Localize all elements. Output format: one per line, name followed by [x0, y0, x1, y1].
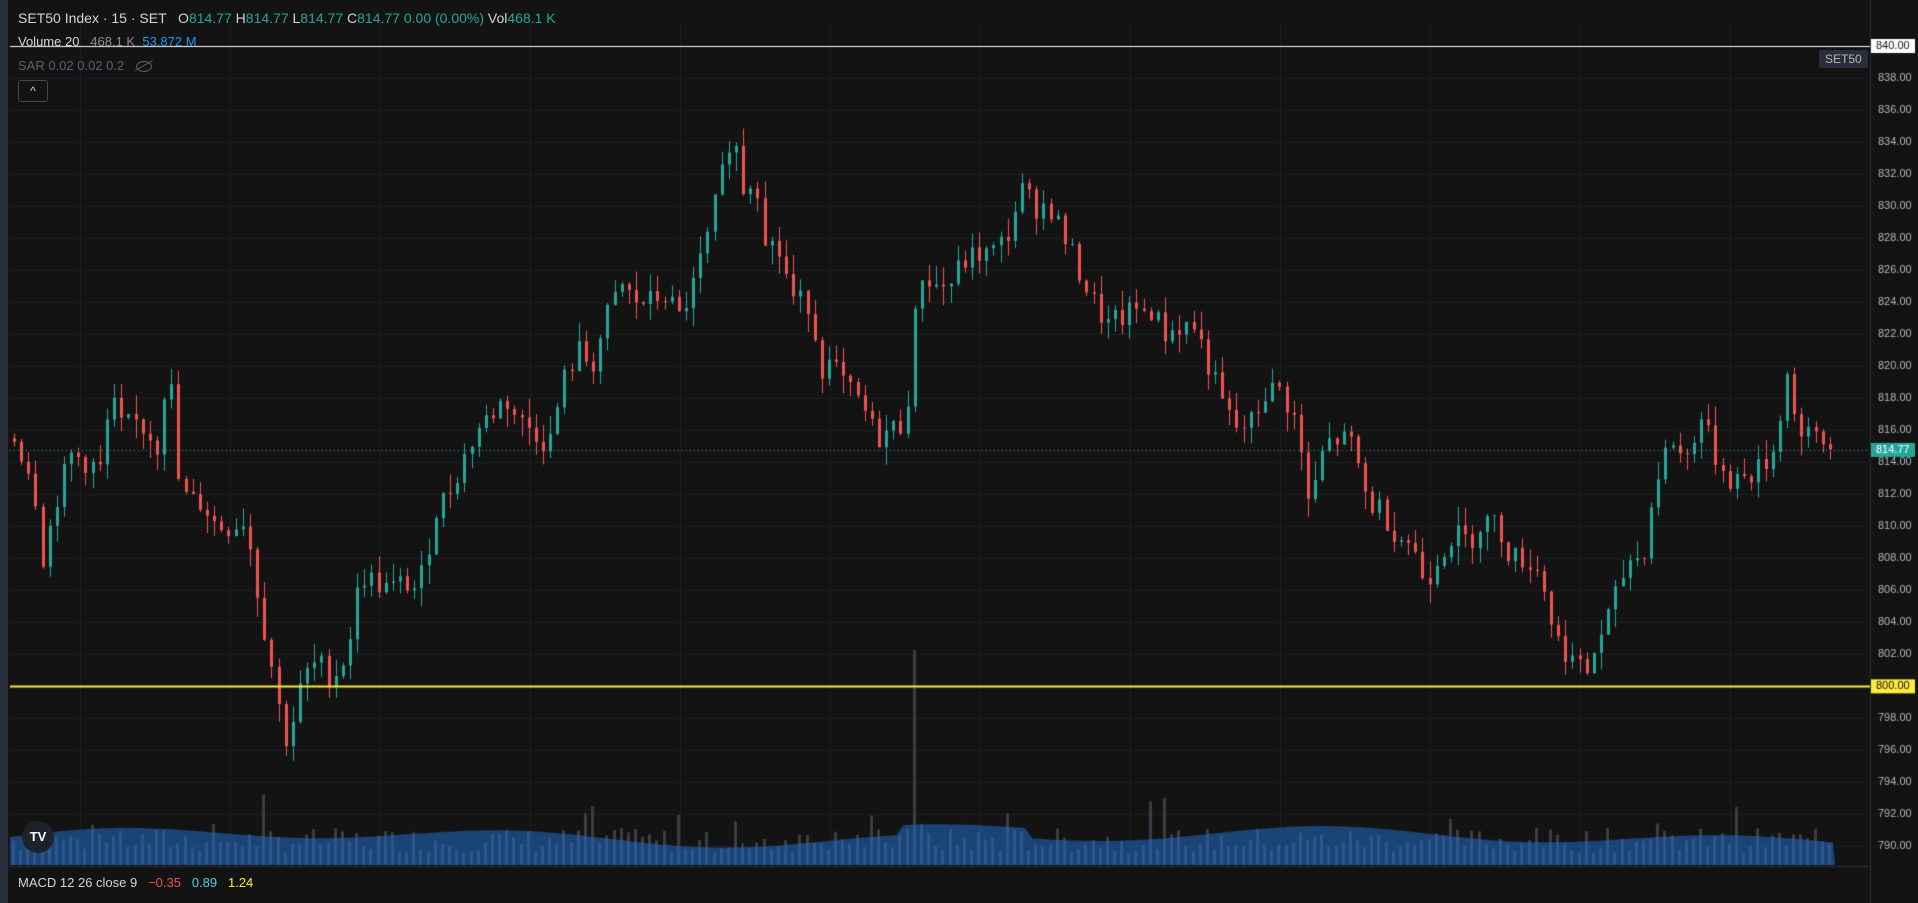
- sar-study-label: SAR 0.02 0.02 0.2: [18, 58, 125, 73]
- low-label: L: [292, 10, 301, 26]
- symbol-badge: SET50: [1819, 50, 1868, 68]
- symbol-legend: SET50 Index · 15 · SET O814.77 H814.77 L…: [18, 10, 556, 26]
- vol-value: 468.1 K: [507, 10, 556, 26]
- macd-hist: 1.24: [227, 875, 254, 890]
- volume-study-ma: 53.872 M: [142, 34, 197, 49]
- high-value: 814.77: [245, 10, 289, 26]
- macd-signal: 0.89: [191, 875, 218, 890]
- volume-study-legend[interactable]: Volume 20 468.1 K 53.872 M: [18, 34, 197, 49]
- low-value: 814.77: [300, 10, 344, 26]
- close-label: C: [347, 10, 358, 26]
- sar-study-legend[interactable]: SAR 0.02 0.02 0.2: [18, 58, 152, 73]
- macd-study-label: MACD 12 26 close 9: [18, 875, 138, 890]
- macd-value: −0.35: [148, 875, 181, 890]
- close-value: 814.77 0.00 (0.00%): [357, 10, 485, 26]
- tradingview-logo-icon[interactable]: TV: [22, 821, 54, 853]
- open-value: 814.77: [188, 10, 232, 26]
- volume-study-value: 468.1 K: [90, 34, 136, 49]
- macd-study-legend[interactable]: MACD 12 26 close 9 −0.35 0.89 1.24: [18, 875, 253, 890]
- hidden-eye-icon[interactable]: [135, 61, 152, 73]
- high-label: H: [235, 10, 246, 26]
- collapse-legend-button[interactable]: ^: [18, 80, 48, 102]
- volume-study-label: Volume 20: [18, 34, 80, 49]
- vol-label: Vol: [487, 10, 508, 26]
- open-label: O: [178, 10, 189, 26]
- symbol-title[interactable]: SET50 Index · 15 · SET: [18, 10, 167, 26]
